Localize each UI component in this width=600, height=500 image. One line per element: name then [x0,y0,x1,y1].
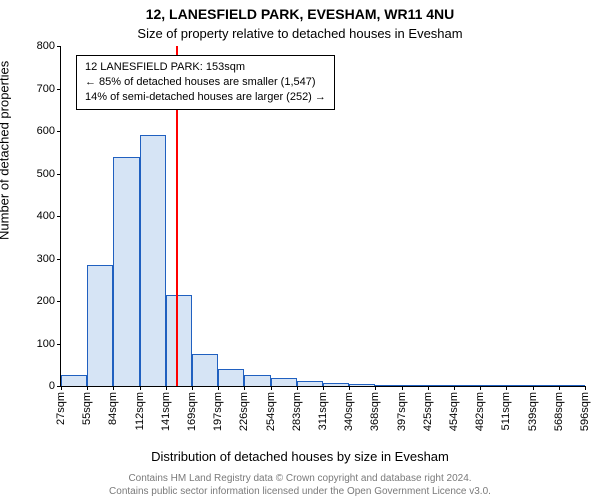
histogram-bar [454,385,480,386]
annotation-line: 12 LANESFIELD PARK: 153sqm [85,60,326,75]
histogram-bar [87,265,113,386]
footer-line1: Contains HM Land Registry data © Crown c… [0,473,600,484]
histogram-bar [244,375,270,386]
x-tick-label: 197sqm [212,392,224,431]
histogram-bar [192,354,218,386]
annotation-line: 14% of semi-detached houses are larger (… [85,90,326,105]
x-tick-label: 425sqm [422,392,434,431]
x-tick-label: 283sqm [291,392,303,431]
histogram-bar [533,385,559,386]
histogram-bar [218,369,244,386]
histogram-bar [428,385,454,386]
y-tick-label: 800 [37,40,61,52]
x-tick-label: 397sqm [396,392,408,431]
x-tick-label: 226sqm [238,392,250,431]
histogram-bar [61,375,87,386]
histogram-bar [402,385,428,386]
x-tick-label: 340sqm [343,392,355,431]
x-tick-label: 169sqm [186,392,198,431]
x-tick-label: 84sqm [107,392,119,425]
x-axis-label: Distribution of detached houses by size … [0,449,600,464]
x-tick-label: 568sqm [553,392,565,431]
y-tick-label: 100 [37,338,61,350]
histogram-bar [375,385,401,386]
y-tick-label: 600 [37,125,61,137]
x-tick-label: 482sqm [474,392,486,431]
y-tick-label: 300 [37,253,61,265]
x-tick-label: 596sqm [579,392,591,431]
x-tick-label: 55sqm [81,392,93,425]
annotation-line: ← 85% of detached houses are smaller (1,… [85,75,326,90]
histogram-bar [271,378,297,387]
footer-line2: Contains public sector information licen… [0,486,600,497]
y-tick-label: 700 [37,83,61,95]
x-tick-label: 368sqm [369,392,381,431]
histogram-bar [559,385,585,386]
histogram-bar [140,135,166,386]
histogram-bar [506,385,532,386]
x-tick-label: 454sqm [448,392,460,431]
histogram-bar [480,385,506,386]
y-tick-label: 200 [37,295,61,307]
y-tick-label: 500 [37,168,61,180]
histogram-bar [349,384,375,386]
x-tick-label: 511sqm [500,392,512,430]
y-tick-label: 0 [49,380,61,392]
histogram-bar [323,383,349,386]
chart-title-line2: Size of property relative to detached ho… [0,26,600,41]
x-tick-label: 539sqm [527,392,539,431]
x-tick-label: 254sqm [265,392,277,431]
y-tick-label: 400 [37,210,61,222]
x-tick-label: 27sqm [55,392,67,425]
x-tick-label: 311sqm [317,392,329,430]
chart-container: 12, LANESFIELD PARK, EVESHAM, WR11 4NU S… [0,0,600,500]
annotation-box: 12 LANESFIELD PARK: 153sqm← 85% of detac… [76,55,335,110]
y-axis-label: Number of detached properties [0,61,12,240]
x-tick-label: 112sqm [134,392,146,430]
histogram-bar [297,381,323,386]
chart-title-line1: 12, LANESFIELD PARK, EVESHAM, WR11 4NU [0,6,600,22]
x-tick-label: 141sqm [160,392,172,431]
histogram-bar [166,295,192,386]
histogram-bar [113,157,139,387]
